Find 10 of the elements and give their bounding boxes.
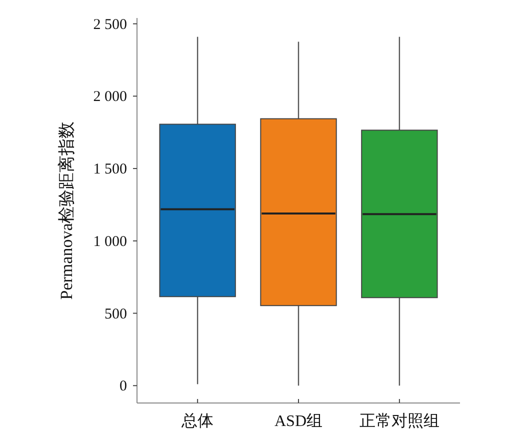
- y-tick-label: 500: [104, 306, 127, 322]
- y-tick-label: 2 500: [93, 16, 127, 33]
- y-tick-label: 1 000: [93, 234, 127, 250]
- y-tick-label: 2 000: [93, 89, 127, 106]
- y-tick-label: 1 500: [93, 162, 127, 178]
- x-tick-label: ASD组: [274, 413, 323, 430]
- x-tick-label: 正常对照组: [359, 412, 440, 430]
- y-axis-title: Permanova检验距离指数: [57, 121, 76, 300]
- x-tick-label: 总体: [180, 412, 214, 430]
- y-tick-label: 0: [120, 378, 127, 395]
